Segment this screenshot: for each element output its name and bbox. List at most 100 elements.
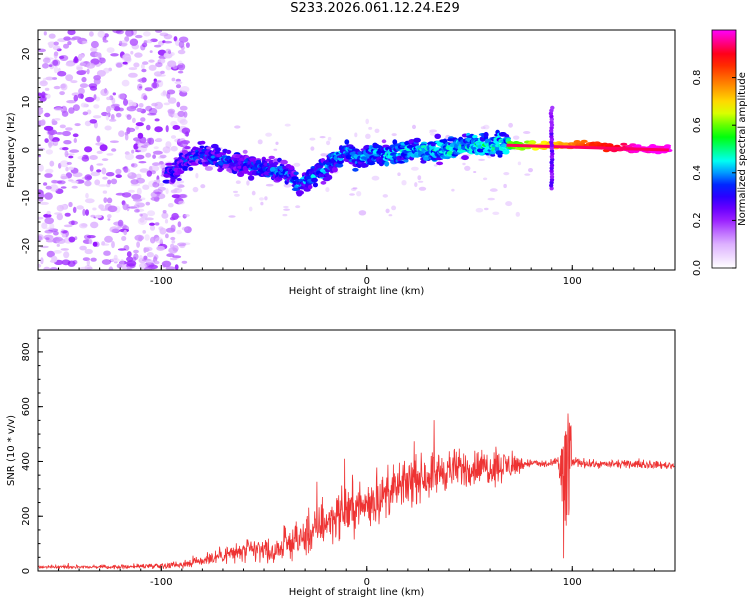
heatmap-noise-cell [53, 118, 61, 121]
heatmap-noise-cell [356, 191, 362, 197]
heatmap-noise-cell [43, 266, 51, 270]
heatmap-noise-cell [159, 154, 167, 159]
heatmap-noise-cell [56, 204, 64, 212]
heatmap-noise-cell [70, 80, 78, 84]
heatmap-noise-cell [170, 145, 178, 152]
heatmap-ridge-cell [430, 143, 436, 147]
heatmap-noise-cell [141, 68, 147, 73]
heatmap-noise-cell [71, 220, 75, 226]
heatmap-noise-cell [310, 146, 315, 151]
heatmap-noise-cell [104, 235, 113, 243]
heatmap-xtick-label: 100 [563, 276, 582, 287]
heatmap-noise-cell [63, 36, 71, 41]
heatmap-noise-cell [115, 112, 122, 118]
heatmap-noise-cell [113, 254, 118, 261]
colorbar-tick-label: 0.2 [692, 212, 703, 228]
heatmap-noise-cell [283, 205, 289, 209]
heatmap-noise-cell [140, 117, 146, 122]
heatmap-noise-cell [134, 234, 144, 241]
heatmap-ridge-cell [532, 147, 539, 151]
heatmap-noise-cell [108, 266, 114, 270]
heatmap-noise-cell [72, 57, 79, 64]
heatmap-noise-cell [132, 256, 137, 262]
heatmap-noise-cell [184, 226, 192, 234]
heatmap-xlabel: Height of straight line (km) [289, 286, 425, 297]
heatmap-noise-cell [170, 236, 176, 241]
heatmap-ridge-cell [288, 165, 295, 171]
heatmap-noise-cell [154, 118, 160, 122]
heatmap-ridge-cell [182, 165, 189, 171]
heatmap-noise-cell [349, 193, 355, 196]
heatmap-noise-cell [135, 122, 144, 127]
heatmap-noise-cell [130, 50, 134, 55]
heatmap-noise-cell [138, 77, 147, 84]
heatmap-noise-cell [151, 82, 160, 89]
heatmap-noise-cell [48, 133, 54, 141]
heatmap-noise-cell [136, 177, 145, 184]
heatmap-ridge-cell [483, 131, 489, 138]
heatmap-noise-cell [326, 140, 331, 146]
heatmap-noise-cell [133, 204, 140, 209]
heatmap-noise-cell [133, 62, 140, 68]
heatmap-noise-cell [412, 124, 416, 130]
heatmap-ridge-cell [348, 146, 356, 150]
heatmap-noise-cell [52, 45, 61, 51]
heatmap-spike-cell [549, 174, 555, 179]
heatmap-noise-cell [141, 77, 147, 83]
heatmap-noise-cell [126, 260, 137, 267]
heatmap-noise-cell [135, 125, 139, 130]
heatmap-ridge-cell [181, 150, 189, 154]
heatmap-noise-cell [136, 107, 143, 113]
heatmap-ridge-cell [192, 147, 200, 151]
heatmap-spike-cell [550, 157, 555, 162]
heatmap-noise-cell [42, 57, 51, 64]
heatmap-noise-cell [61, 233, 66, 238]
heatmap-noise-cell [80, 40, 88, 45]
heatmap-noise-cell [414, 182, 418, 188]
heatmap-noise-cell [100, 88, 109, 96]
heatmap-noise-cell [139, 217, 145, 223]
heatmap-noise-cell [45, 149, 54, 155]
heatmap-noise-cell [132, 198, 143, 202]
heatmap-noise-cell [156, 74, 166, 77]
line-plot-area [38, 413, 675, 570]
heatmap-noise-cell [178, 193, 188, 199]
heatmap-noise-cell [85, 192, 89, 199]
heatmap-noise-cell [144, 217, 154, 221]
heatmap-noise-cell [462, 162, 466, 166]
heatmap-noise-cell [523, 131, 531, 134]
heatmap-noise-cell [185, 42, 190, 48]
heatmap-noise-cell [72, 172, 83, 178]
heatmap-noise-cell [43, 125, 54, 131]
heatmap-noise-cell [184, 131, 190, 137]
heatmap-noise-cell [179, 119, 188, 125]
heatmap-ridge-cell [356, 163, 362, 168]
heatmap-noise-cell [99, 144, 108, 152]
heatmap-ridge-cell [352, 167, 359, 172]
heatmap-noise-cell [79, 83, 89, 88]
heatmap-noise-cell [106, 197, 113, 204]
heatmap-noise-cell [44, 138, 49, 144]
heatmap-noise-cell [92, 115, 102, 119]
heatmap-noise-cell [111, 241, 115, 249]
heatmap-ridge-cell [344, 139, 350, 145]
heatmap-noise-cell [79, 266, 90, 270]
heatmap-noise-cell [78, 87, 85, 95]
heatmap-noise-cell [172, 255, 182, 259]
heatmap-noise-cell [489, 188, 498, 192]
heatmap-ridge-cell [381, 139, 387, 144]
heatmap-noise-cell [81, 156, 90, 162]
heatmap-noise-cell [48, 64, 53, 67]
heatmap-noise-cell [43, 213, 52, 218]
heatmap-noise-cell [97, 30, 106, 38]
heatmap-noise-cell [124, 36, 130, 42]
heatmap-noise-cell [89, 119, 98, 124]
heatmap-noise-cell [144, 266, 153, 270]
heatmap-noise-cell [99, 57, 106, 64]
heatmap-noise-cell [86, 68, 90, 75]
heatmap-noise-cell [53, 107, 64, 112]
heatmap-noise-cell [140, 145, 149, 148]
heatmap-noise-cell [164, 219, 169, 224]
heatmap-noise-cell [42, 77, 47, 84]
heatmap-noise-cell [51, 255, 58, 263]
